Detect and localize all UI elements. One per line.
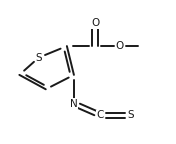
Text: S: S (35, 53, 42, 63)
Text: O: O (116, 41, 124, 51)
Text: N: N (70, 99, 78, 109)
Text: S: S (127, 110, 134, 120)
Text: C: C (97, 110, 104, 120)
Text: O: O (91, 18, 99, 28)
